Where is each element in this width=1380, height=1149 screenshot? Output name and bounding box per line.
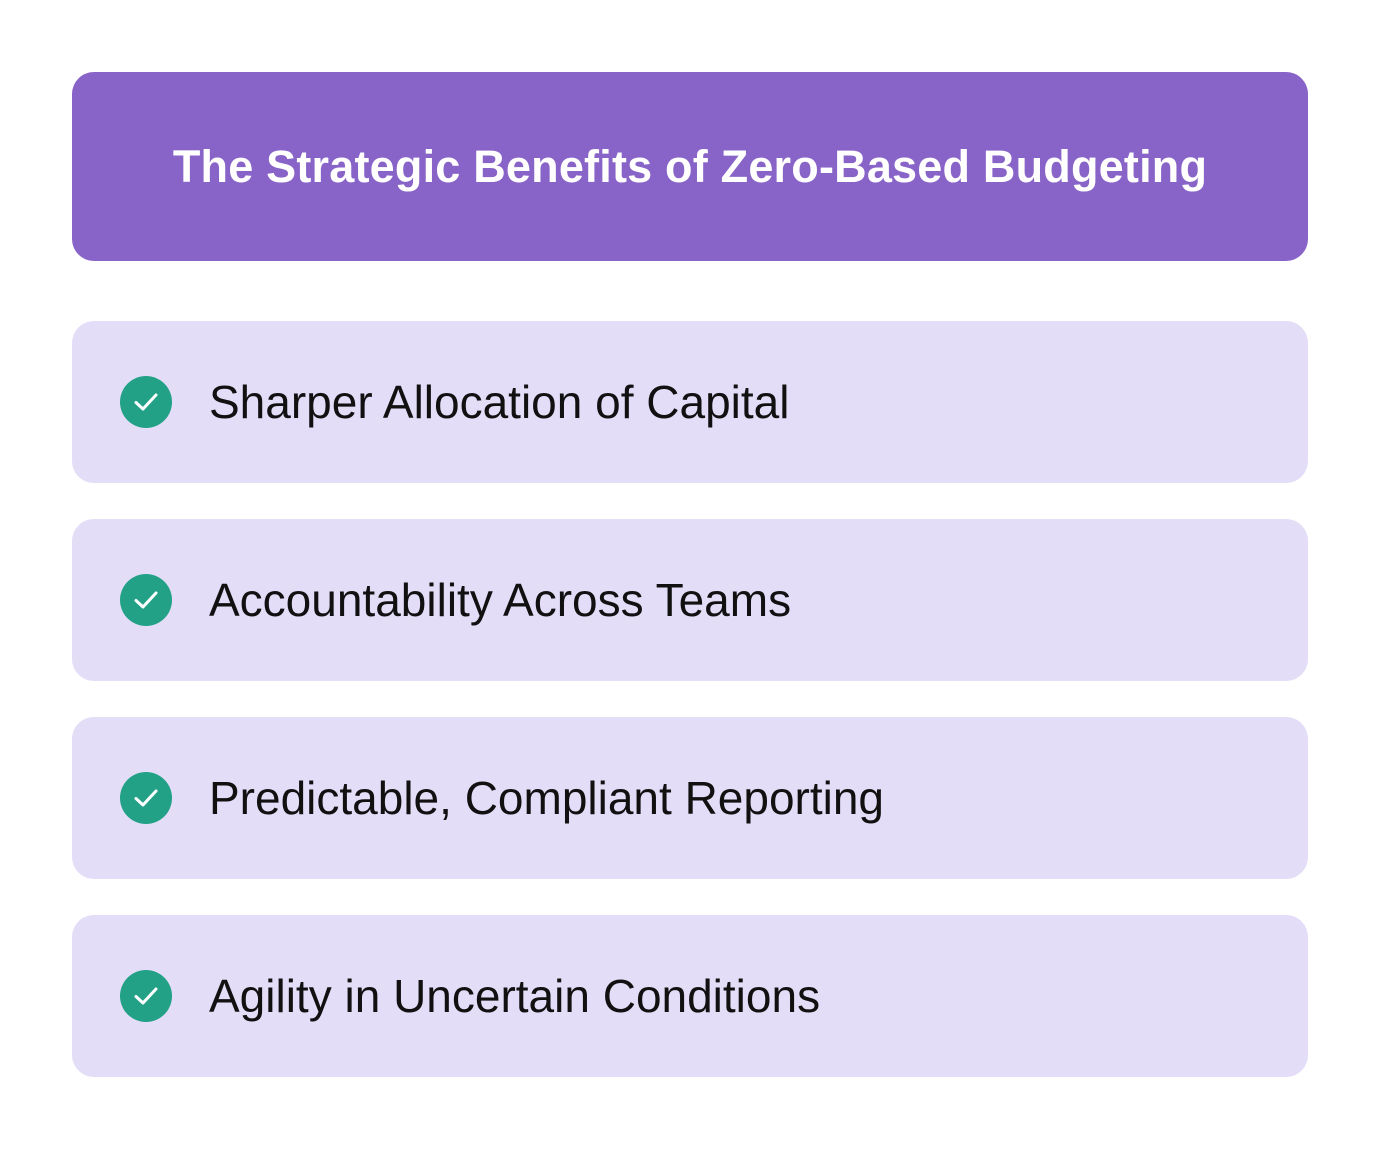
benefit-card: Agility in Uncertain Conditions (72, 915, 1308, 1077)
check-circle-icon (120, 772, 172, 824)
check-circle-icon (120, 970, 172, 1022)
benefit-label: Agility in Uncertain Conditions (209, 970, 821, 1022)
benefit-card: Accountability Across Teams (72, 519, 1308, 681)
benefit-label: Predictable, Compliant Reporting (209, 772, 885, 824)
benefit-label: Sharper Allocation of Capital (209, 376, 790, 428)
check-circle-icon (120, 376, 172, 428)
benefit-card: Predictable, Compliant Reporting (72, 717, 1308, 879)
check-circle-icon (120, 574, 172, 626)
benefit-label: Accountability Across Teams (209, 574, 792, 626)
title-banner: The Strategic Benefits of Zero-Based Bud… (72, 72, 1308, 261)
benefit-card: Sharper Allocation of Capital (72, 321, 1308, 483)
page-title: The Strategic Benefits of Zero-Based Bud… (172, 140, 1208, 192)
